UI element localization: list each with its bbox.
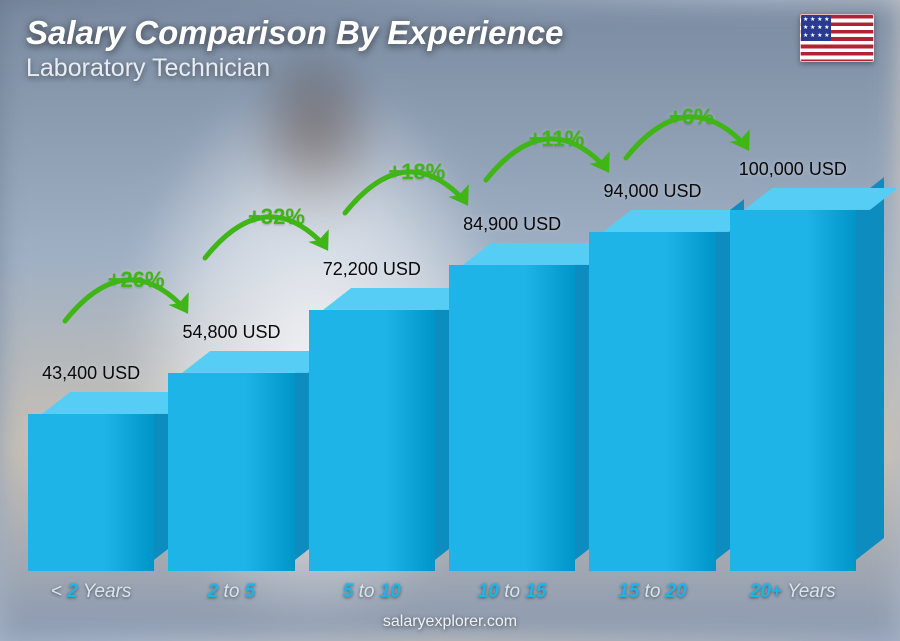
country-flag-icon: [800, 14, 874, 62]
bar-4: 94,000 USD+11%15 to 20: [589, 120, 715, 571]
bar-value-label: 43,400 USD: [42, 363, 140, 384]
bar-3: 84,900 USD+18%10 to 15: [449, 120, 575, 571]
bar-shape: [589, 232, 715, 571]
bar-value-label: 100,000 USD: [739, 159, 847, 180]
header: Salary Comparison By Experience Laborato…: [26, 14, 874, 83]
salary-bar-chart: 43,400 USD< 2 Years54,800 USD+26%2 to 57…: [28, 120, 856, 571]
bar-x-label: 20+ Years: [704, 581, 881, 603]
bar-2: 72,200 USD+32%5 to 10: [309, 120, 435, 571]
pct-change-label: +26%: [108, 267, 165, 293]
bar-0: 43,400 USD< 2 Years: [28, 120, 154, 571]
pct-change-label: +32%: [248, 204, 305, 230]
footer-source: salaryexplorer.com: [0, 613, 900, 631]
bar-shape: [309, 310, 435, 571]
bar-value-label: 54,800 USD: [182, 322, 280, 343]
bar-5: 100,000 USD+6%20+ Years: [730, 120, 856, 571]
pct-change-label: +18%: [388, 159, 445, 185]
page-subtitle: Laboratory Technician: [26, 54, 874, 83]
bar-1: 54,800 USD+26%2 to 5: [168, 120, 294, 571]
bar-value-label: 72,200 USD: [323, 259, 421, 280]
bar-shape: [28, 414, 154, 571]
pct-change-label: +11%: [529, 126, 585, 152]
bar-value-label: 94,000 USD: [603, 181, 701, 202]
bar-shape: [449, 265, 575, 571]
bar-shape: [168, 373, 294, 571]
bar-shape: [730, 210, 856, 571]
page-title: Salary Comparison By Experience: [26, 14, 874, 52]
bar-value-label: 84,900 USD: [463, 214, 561, 235]
pct-change-label: +6%: [669, 104, 714, 130]
